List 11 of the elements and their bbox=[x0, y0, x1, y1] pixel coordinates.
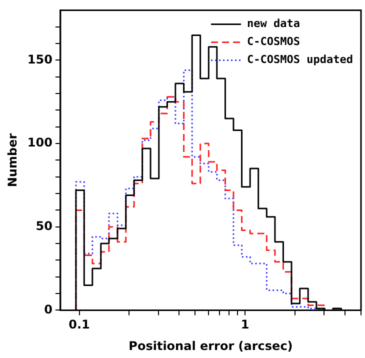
legend-label: new data bbox=[247, 17, 300, 30]
y-axis-title: Number bbox=[5, 133, 20, 188]
y-tick-label: 0 bbox=[44, 302, 52, 316]
x-axis-title: Positional error (arcsec) bbox=[128, 338, 293, 353]
x-tick-label: 0.1 bbox=[68, 318, 90, 332]
y-tick-label: 50 bbox=[36, 218, 52, 233]
y-tick-label: 150 bbox=[27, 52, 52, 66]
legend-label: C-COSMOS bbox=[247, 35, 300, 48]
legend-label: C-COSMOS updated bbox=[247, 53, 354, 66]
x-tick-label: 1 bbox=[240, 318, 250, 332]
y-tick-label: 100 bbox=[27, 136, 52, 150]
